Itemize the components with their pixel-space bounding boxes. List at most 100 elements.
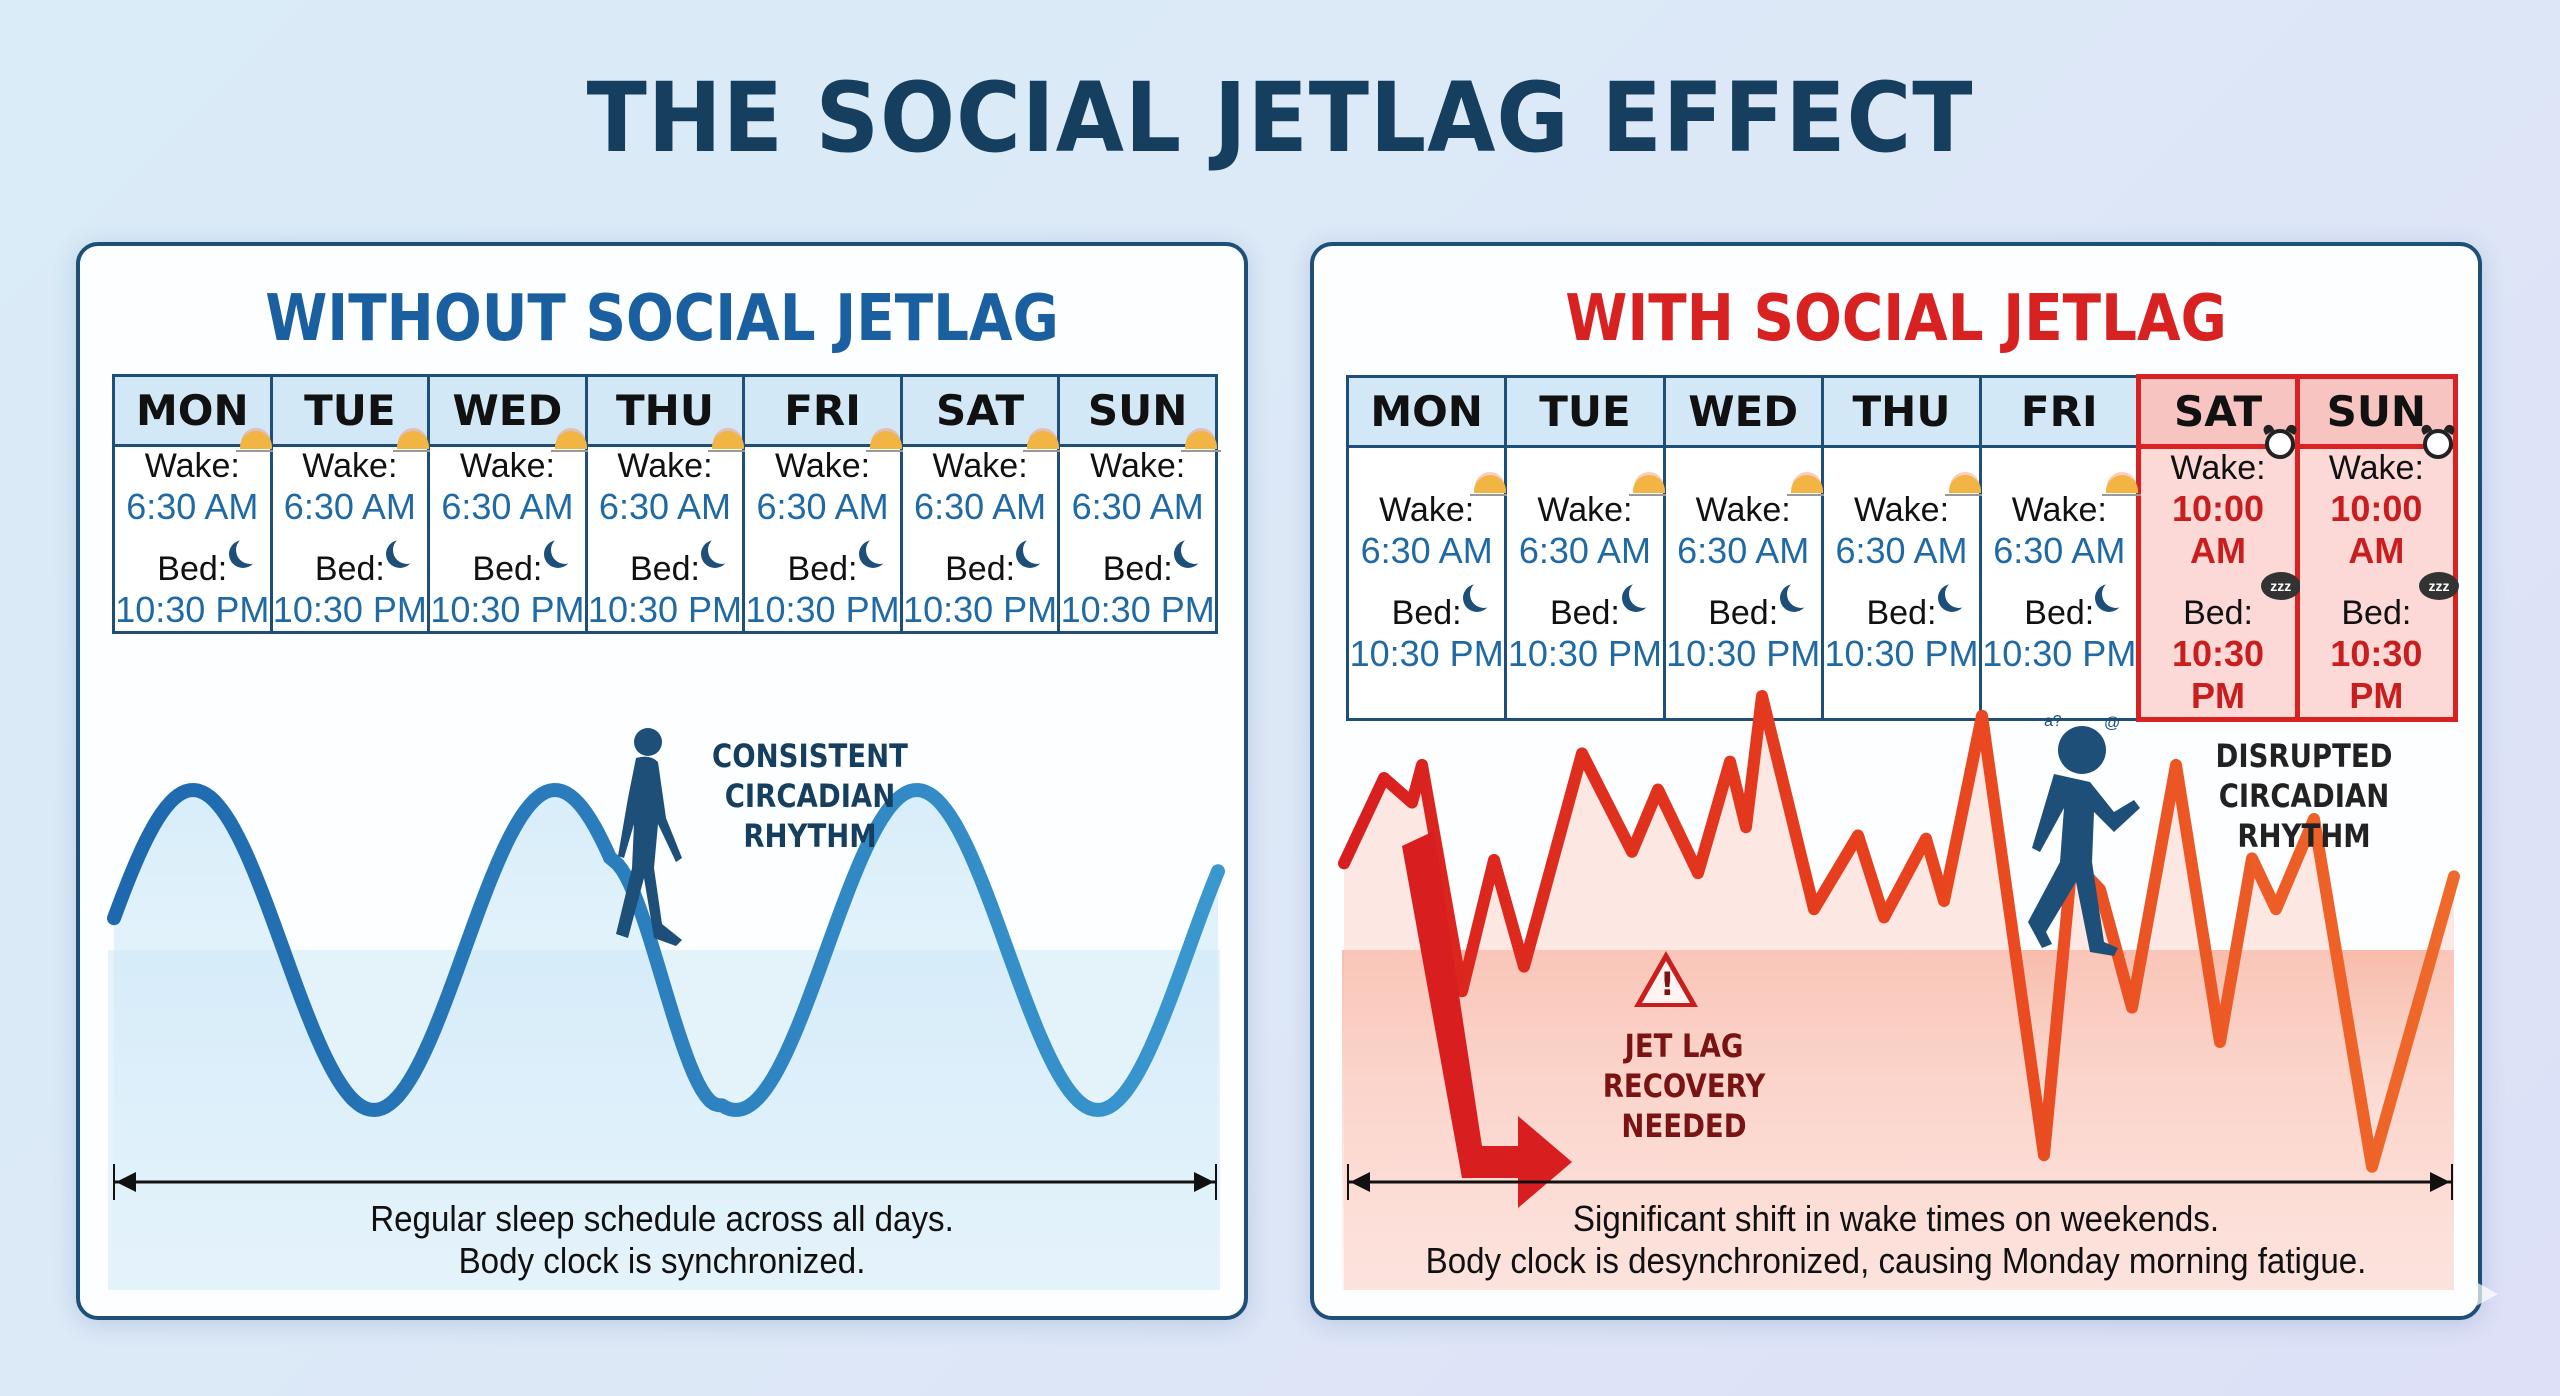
annotation-line: CIRCADIAN [724,777,896,815]
day-cell-wed: Wake: 6:30 AM Bed: 10:30 PM [427,431,591,634]
bed-label: Bed: [588,550,743,589]
wake-time: 6:30 AM [756,486,889,527]
day-cell-sun: Wake: 6:30 AM Bed: 10:30 PM [1057,431,1221,634]
wake-label: Wake: [1507,475,1669,530]
panel-caption: Significant shift in wake times on weeke… [1361,1198,2432,1282]
bed-label-text: Bed: [2341,594,2412,632]
sunrise-icon [708,431,749,452]
alarm-clock-icon [2423,429,2453,459]
bed-label-text: Bed: [1866,594,1937,632]
day-header-fri: FRI [1979,375,2141,448]
sunrise-icon [1945,475,1986,496]
annotation-line: RHYTHM [743,817,877,855]
wake-label: Wake: [115,431,276,486]
wake-time: 6:30 AM [283,486,416,527]
wake-label-text: Wake: [2170,449,2266,487]
wake-label-text: Wake: [459,447,555,485]
wake-time: 6:30 AM [126,486,259,527]
panel-without-social-jetlag: WITHOUT SOCIAL JETLAG MON TUE WED THU FRI SAT… [76,242,1248,1320]
wake-label: Wake: [1982,475,2143,530]
day-cell-sat: Wake: 6:30 AM Bed: 10:30 PM [899,431,1064,634]
day-header-thu: THU [1820,375,1983,448]
bed-time: 10:30 PM [430,589,585,630]
bed-label-text: Bed: [629,550,700,588]
wake-label-text: Wake: [932,447,1028,485]
annotation-line: CIRCADIAN [2218,777,2390,815]
bed-time: 10:30 PM [1060,589,1215,630]
timeline-arrow [1347,1164,2453,1200]
bed-label: Bed: [1349,594,1504,633]
day-header-wed: WED [1662,375,1824,448]
bed-time: 10:30 PM [587,589,743,630]
wake-label: Wake: [1824,475,1986,530]
bed-time: 10:30 PM [1982,633,2137,674]
sunrise-icon [393,431,434,452]
sunrise-icon [235,431,276,452]
annotation-line: DISRUPTED [2215,737,2393,775]
bed-label-text: Bed: [157,550,228,588]
bed-time: 10:30 PM [2172,633,2265,716]
wake-label: Wake: [903,431,1064,486]
wake-label: Wake: [2300,429,2453,488]
warning-line: RECOVERY [1602,1067,1766,1105]
day-header-tue: TUE [269,374,431,447]
caption-line: Regular sleep schedule across all days. [370,1198,954,1239]
day-cell-mon: Wake: 6:30 AM Bed: 10:30 PM [1345,445,1511,721]
alarm-clock-icon [2264,429,2295,459]
sunrise-icon [550,431,591,452]
bed-time: 10:30 PM [115,589,270,630]
day-cell-thu: Wake: 6:30 AM Bed: 10:30 PM [584,431,749,634]
disrupted-wave-line [1338,690,2460,1173]
wake-time: 6:30 AM [1677,530,1810,571]
wake-time: 6:30 AM [1518,530,1651,571]
disrupted-rhythm-label: DISRUPTED CIRCADIAN RHYTHM [2192,736,2416,856]
day-header-sat: SAT [2136,374,2300,449]
day-header-mon: MON [1345,375,1508,448]
bed-label: Bed: [1982,594,2136,633]
bed-label-text: Bed: [1102,550,1173,588]
bed-time: 10:30 PM [745,589,900,630]
time-row: Wake: 6:30 AM Bed: 10:30 PM Wake: 6:30 AM Bed:… [1345,429,2459,722]
bed-time: 10:30 PM [1507,633,1662,674]
bed-label-text: Bed: [314,550,385,588]
schedule-table: MON TUE WED THU FRI SAT SUN Wake: 6:30 AM Bed: 10… [112,374,1221,634]
bed-label: Bed: [1666,594,1821,633]
bed-label: Bed: [115,550,270,589]
bed-label-text: Bed: [1549,594,1620,632]
zzz-bubble-icon: zzz [2260,572,2301,600]
wave-fill [114,790,1218,1290]
warning-icon [1634,951,1698,1007]
wake-time: 6:30 AM [441,486,574,527]
panel-caption: Regular sleep schedule across all days. … [127,1198,1198,1282]
wake-label-text: Wake: [144,447,240,485]
caption-line: Body clock is desynchronized, causing Mo… [1425,1240,2367,1281]
wake-label: Wake: [430,431,591,486]
wake-time: 6:30 AM [1071,486,1204,527]
bed-time: 10:30 PM [1824,633,1979,674]
wake-time: 10:00 AM [2172,488,2265,571]
wake-time: 6:30 AM [1360,530,1493,571]
bed-label: Bed: [745,550,900,589]
zzz-bubble-icon: zzz [2419,572,2459,600]
bed-label: Bed: [1824,594,1979,633]
wave-fill [1344,696,2454,1290]
day-header-fri: FRI [742,374,903,447]
panel-title: WITHOUT SOCIAL JETLAG [265,282,1059,356]
wake-label: Wake: [1060,431,1221,486]
day-cell-tue: Wake: 6:30 AM Bed: 10:30 PM [1504,445,1669,721]
consistent-rhythm-label: CONSISTENT CIRCADIAN RHYTHM [698,736,922,856]
wake-label-text: Wake: [302,447,398,485]
day-header-row: MON TUE WED THU FRI SAT SUN [112,374,1218,447]
wake-label-text: Wake: [1695,491,1791,529]
recovery-arrow [1402,831,1572,1208]
day-cell-fri: Wake: 6:30 AM Bed: 10:30 PM [742,431,906,634]
day-cell-wed: Wake: 6:30 AM Bed: 10:30 PM [1662,445,1827,721]
bed-label-text: Bed: [787,550,858,588]
wake-label: Wake: [273,431,434,486]
day-cell-sun: Wake: 10:00 AM Bed: zzz 10:30 PM [2294,429,2459,722]
timeline-arrow [113,1164,1217,1200]
bed-label: Bed: [903,550,1058,589]
warning-line: JET LAG [1624,1027,1744,1065]
wake-label-text: Wake: [1537,491,1633,529]
wake-label-text: Wake: [2011,491,2107,529]
